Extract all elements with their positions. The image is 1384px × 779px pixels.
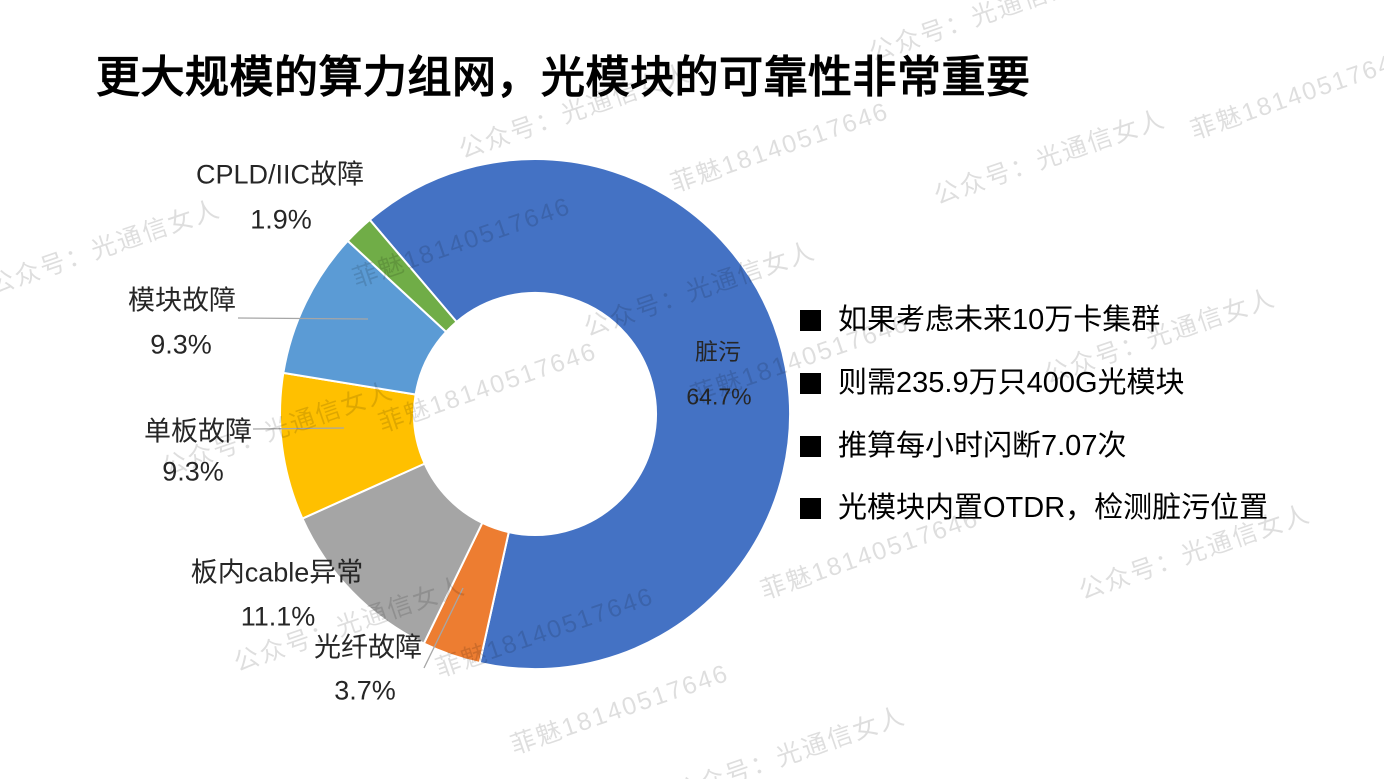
- label-leader-line-2: [423, 587, 464, 669]
- bullet-item-2: 推算每小时闪断7.07次: [800, 425, 1126, 467]
- label-leader-line-1: [252, 427, 345, 430]
- slide-title: 更大规模的算力组网，光模块的可靠性非常重要: [96, 53, 1031, 102]
- donut-slice-5: [346, 218, 458, 333]
- bullet-item-3: 光模块内置OTDR，检测脏污位置: [800, 487, 1268, 529]
- bullet-item-1: 则需235.9万只400G光模块: [800, 362, 1185, 404]
- square-bullet-icon: [800, 372, 821, 394]
- slice-label-name-0: 脏污: [695, 338, 741, 365]
- slice-label-pct-2: 11.1%: [240, 601, 316, 632]
- slice-label-name-1: 光纤故障: [314, 632, 422, 663]
- square-bullet-icon: [800, 497, 821, 519]
- bullet-text: 光模块内置OTDR，检测脏污位置: [838, 491, 1269, 524]
- bullet-text: 则需235.9万只400G光模块: [838, 366, 1185, 399]
- slice-label-name-2: 板内cable异常: [190, 557, 364, 588]
- square-bullet-icon: [800, 309, 821, 331]
- slice-label-name-4: 模块故障: [128, 285, 236, 316]
- slice-label-pct-5: 1.9%: [250, 204, 312, 235]
- slice-label-pct-0: 64.7%: [686, 383, 752, 410]
- slice-label-pct-4: 9.3%: [150, 329, 212, 360]
- square-bullet-icon: [800, 435, 821, 457]
- slice-label-pct-1: 3.7%: [334, 675, 396, 706]
- label-leader-line-0: [237, 317, 369, 320]
- slice-label-pct-3: 9.3%: [162, 456, 224, 487]
- slice-label-name-5: CPLD/IIC故障: [195, 159, 365, 190]
- bullet-text: 推算每小时闪断7.07次: [838, 429, 1127, 462]
- bullet-text: 如果考虑未来10万卡集群: [838, 303, 1161, 336]
- bullet-item-0: 如果考虑未来10万卡集群: [800, 299, 1160, 341]
- donut-slice-0: [368, 158, 791, 670]
- slice-label-name-3: 单板故障: [144, 416, 252, 447]
